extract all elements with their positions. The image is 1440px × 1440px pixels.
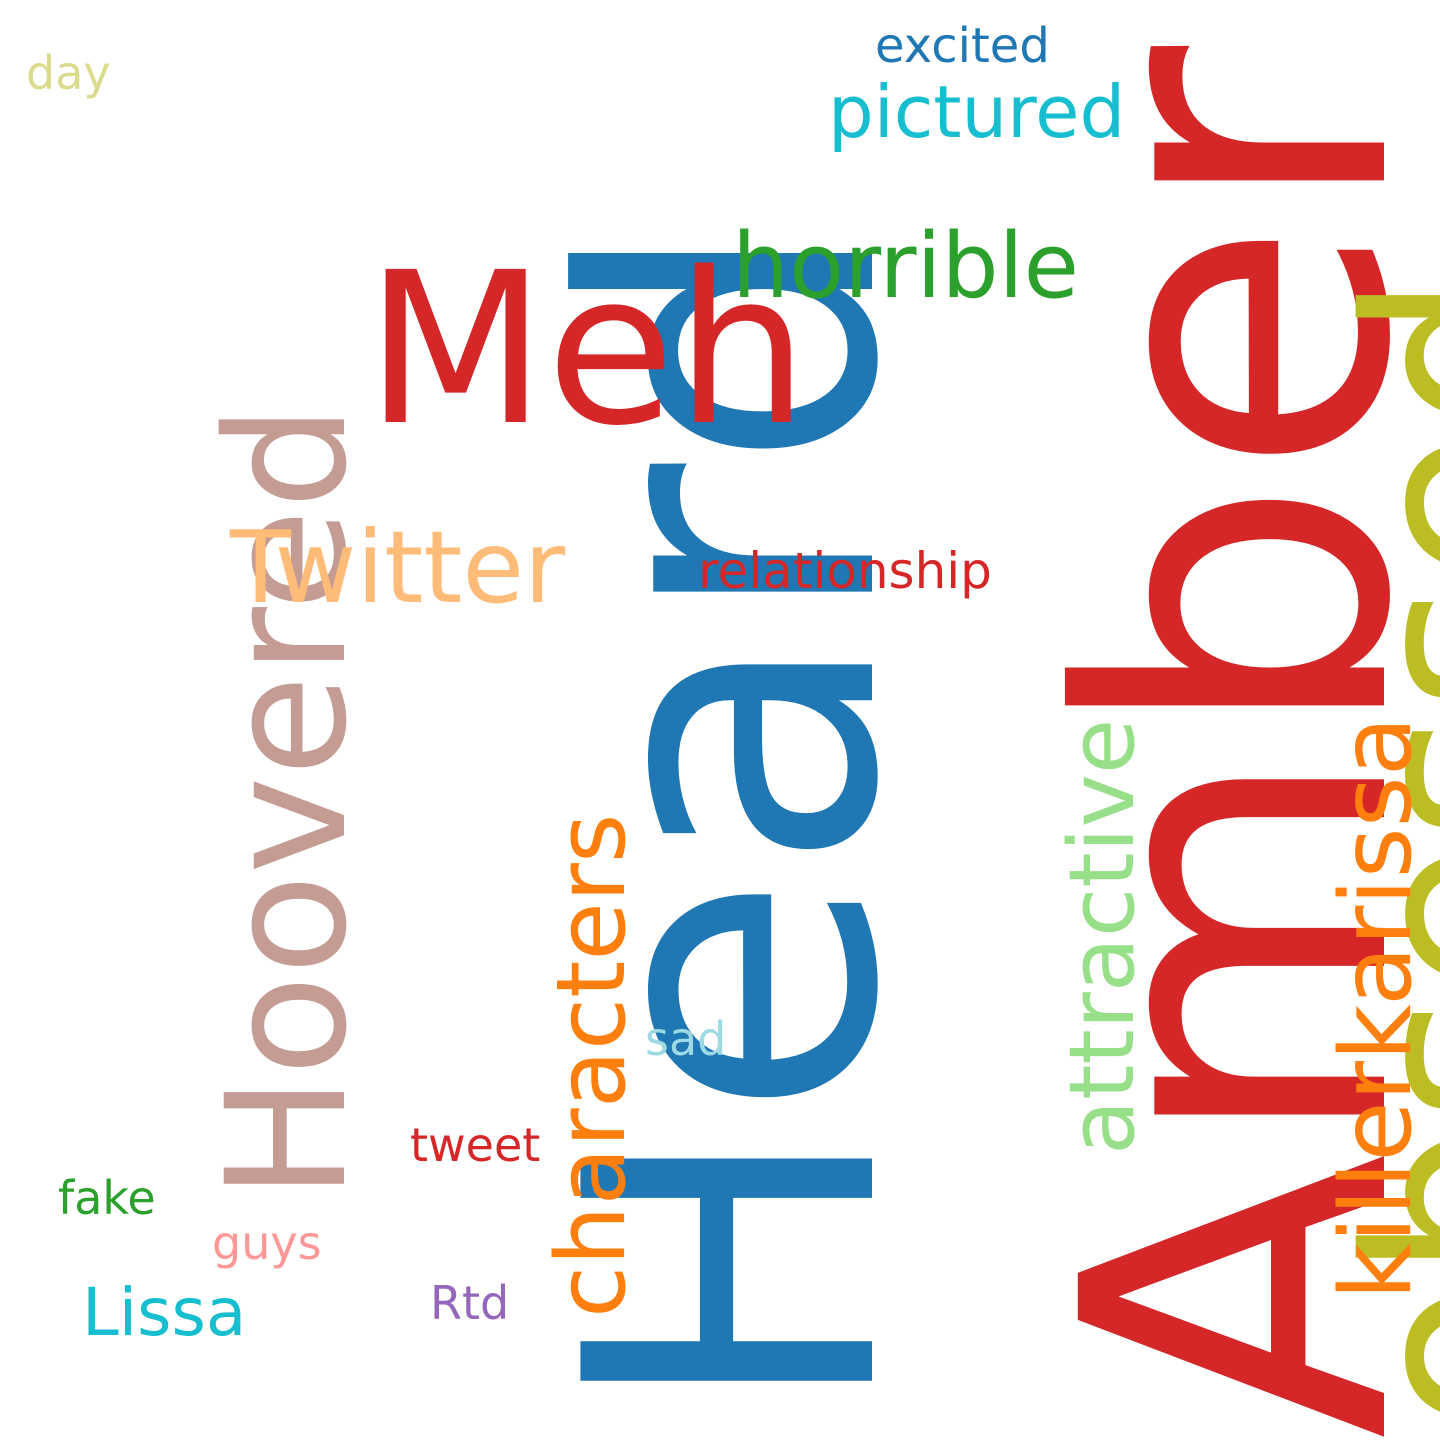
word-rtd: Rtd <box>430 1276 510 1330</box>
word-lissa: Lissa <box>82 1274 247 1351</box>
word-excited: excited <box>875 18 1050 74</box>
word-twitter: Twitter <box>230 509 566 626</box>
word-sad: sad <box>645 1012 727 1066</box>
word-day: day <box>26 46 111 100</box>
word-relationship: relationship <box>698 542 992 600</box>
word-characters: characters <box>537 813 647 1318</box>
word-guys: guys <box>212 1216 322 1270</box>
word-killerkarissa: killerkarissa <box>1320 716 1434 1300</box>
word-fake: fake <box>58 1171 156 1225</box>
word-tweet: tweet <box>410 1118 541 1172</box>
word-pictured: pictured <box>828 70 1126 154</box>
word-attractive: attractive <box>1050 718 1155 1155</box>
word-horrible: horrible <box>732 214 1080 319</box>
word-meh: Meh <box>365 227 809 472</box>
